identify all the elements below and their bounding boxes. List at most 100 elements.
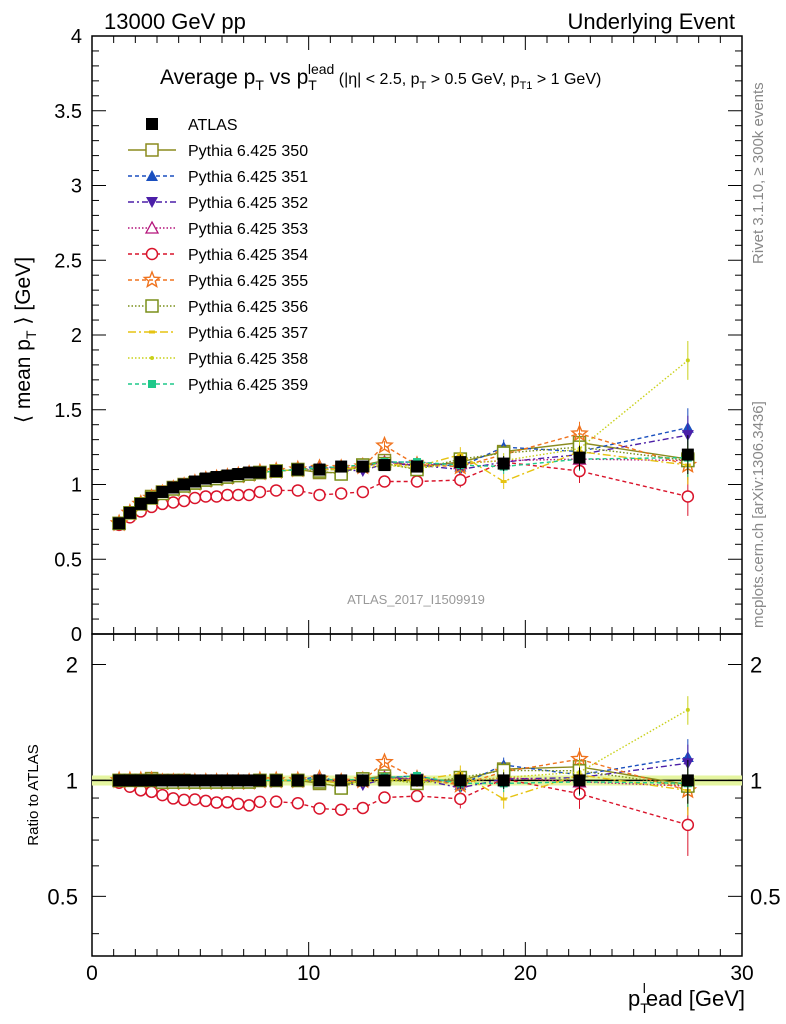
legend-marker	[148, 380, 156, 388]
data-point	[685, 358, 690, 363]
ratio-point	[156, 774, 169, 787]
ratio-point	[188, 774, 201, 787]
data-point	[356, 485, 370, 499]
data-point	[232, 488, 245, 502]
data-point	[334, 487, 348, 500]
ratio-point	[145, 785, 158, 799]
ratio-point	[199, 794, 212, 808]
ratio-series-atlas	[113, 759, 694, 804]
data-point	[253, 485, 267, 499]
data-point	[500, 480, 507, 484]
main-y-tick-label: 2.5	[54, 250, 82, 272]
ratio-point	[335, 774, 348, 787]
legend-label: Pythia 6.425 359	[188, 377, 308, 394]
x-tick-label: 20	[514, 962, 537, 985]
legend-marker	[146, 197, 158, 208]
ratio-y-tick-label-right: 2	[750, 652, 762, 677]
plot-title: Average pT vs pTlead (|η| < 2.5, pT > 0.…	[160, 61, 601, 93]
data-point	[145, 491, 158, 504]
ratio-point	[253, 795, 267, 809]
data-point	[210, 471, 223, 484]
data-point	[177, 494, 191, 508]
ratio-point	[497, 774, 510, 787]
x-tick-label: 10	[297, 962, 320, 985]
data-point	[253, 466, 266, 479]
ratio-y-tick-label-right: 0.5	[750, 884, 781, 909]
rivet-label: Rivet 3.1.10, ≥ 300k events	[750, 82, 767, 264]
data-point	[454, 456, 467, 469]
ratio-point	[221, 796, 234, 809]
data-point	[232, 468, 245, 481]
ratio-point	[113, 774, 126, 787]
ratio-point	[210, 774, 223, 787]
x-axis-label: pTlead [GeV]	[628, 980, 745, 1016]
data-point	[335, 460, 348, 473]
legend-label: Pythia 6.425 355	[188, 273, 308, 290]
ratio-point	[375, 752, 394, 771]
legend-item: Pythia 6.425 350	[128, 143, 308, 160]
data-point	[221, 469, 234, 482]
main-y-tick-label: 0.5	[54, 549, 82, 571]
legend-label: Pythia 6.425 357	[188, 325, 308, 342]
legend-item: ATLAS	[146, 117, 238, 134]
x-tick-label: 0	[86, 962, 98, 985]
data-point	[411, 460, 423, 473]
main-y-tick-label: 2	[71, 325, 82, 347]
data-point	[375, 435, 394, 454]
data-point	[178, 478, 191, 491]
legend-item: Pythia 6.425 352	[128, 195, 308, 212]
ratio-point	[500, 797, 507, 801]
ratio-point	[167, 792, 180, 805]
data-point	[221, 488, 234, 502]
ratio-point	[253, 774, 266, 787]
data-point	[167, 496, 180, 509]
ratio-series-pythia-6-425-354	[112, 770, 695, 856]
ratio-point	[356, 774, 369, 787]
legend-marker	[145, 299, 159, 313]
legend-label: Pythia 6.425 350	[188, 143, 308, 160]
legend-marker	[149, 330, 155, 334]
ratio-point	[232, 797, 245, 811]
ratio-y-tick-label-left: 2	[66, 652, 78, 677]
y-axis-label-main: ⟨ mean pT ⟩ [GeV]	[12, 257, 39, 423]
series-pythia-6-425-354	[112, 454, 695, 532]
ratio-point	[221, 774, 234, 787]
legend-marker	[142, 270, 162, 289]
ratio-point	[410, 789, 424, 803]
legend-marker	[150, 356, 154, 360]
legend-item: Pythia 6.425 357	[128, 325, 308, 342]
ratio-point	[177, 793, 191, 807]
legend-item: Pythia 6.425 355	[128, 270, 308, 290]
legend-item: Pythia 6.425 354	[128, 247, 308, 264]
data-point	[681, 448, 694, 461]
data-point	[123, 506, 136, 519]
ratio-point	[313, 802, 326, 815]
ratio-point	[243, 774, 256, 787]
data-point	[156, 485, 169, 498]
ratio-point	[269, 795, 283, 808]
main-y-tick-label: 0	[71, 624, 82, 646]
data-point	[242, 488, 256, 502]
ratio-y-tick-label-right: 1	[750, 768, 762, 793]
data-point	[573, 451, 586, 464]
x-tick-label: 30	[730, 962, 753, 985]
main-y-tick-label: 1.5	[54, 400, 82, 422]
ratio-point	[232, 774, 245, 787]
ratio-point	[685, 707, 690, 712]
data-point	[188, 491, 202, 505]
data-point	[113, 517, 126, 530]
data-point	[313, 463, 326, 476]
data-point	[291, 484, 305, 497]
ratio-point	[291, 774, 304, 787]
ratio-point	[573, 774, 586, 787]
data-point	[269, 484, 283, 497]
data-point	[497, 457, 510, 470]
header-right: Underlying Event	[567, 9, 735, 34]
legend-label: Pythia 6.425 356	[188, 299, 308, 316]
data-point	[199, 472, 212, 485]
main-y-tick-label: 1	[71, 475, 82, 497]
data-point	[291, 463, 304, 476]
ratio-point	[411, 774, 423, 787]
main-y-tick-label: 3.5	[54, 101, 82, 123]
legend: ATLAS Pythia 6.425 350 Pythia 6.425 351 Pyt…	[128, 117, 308, 394]
